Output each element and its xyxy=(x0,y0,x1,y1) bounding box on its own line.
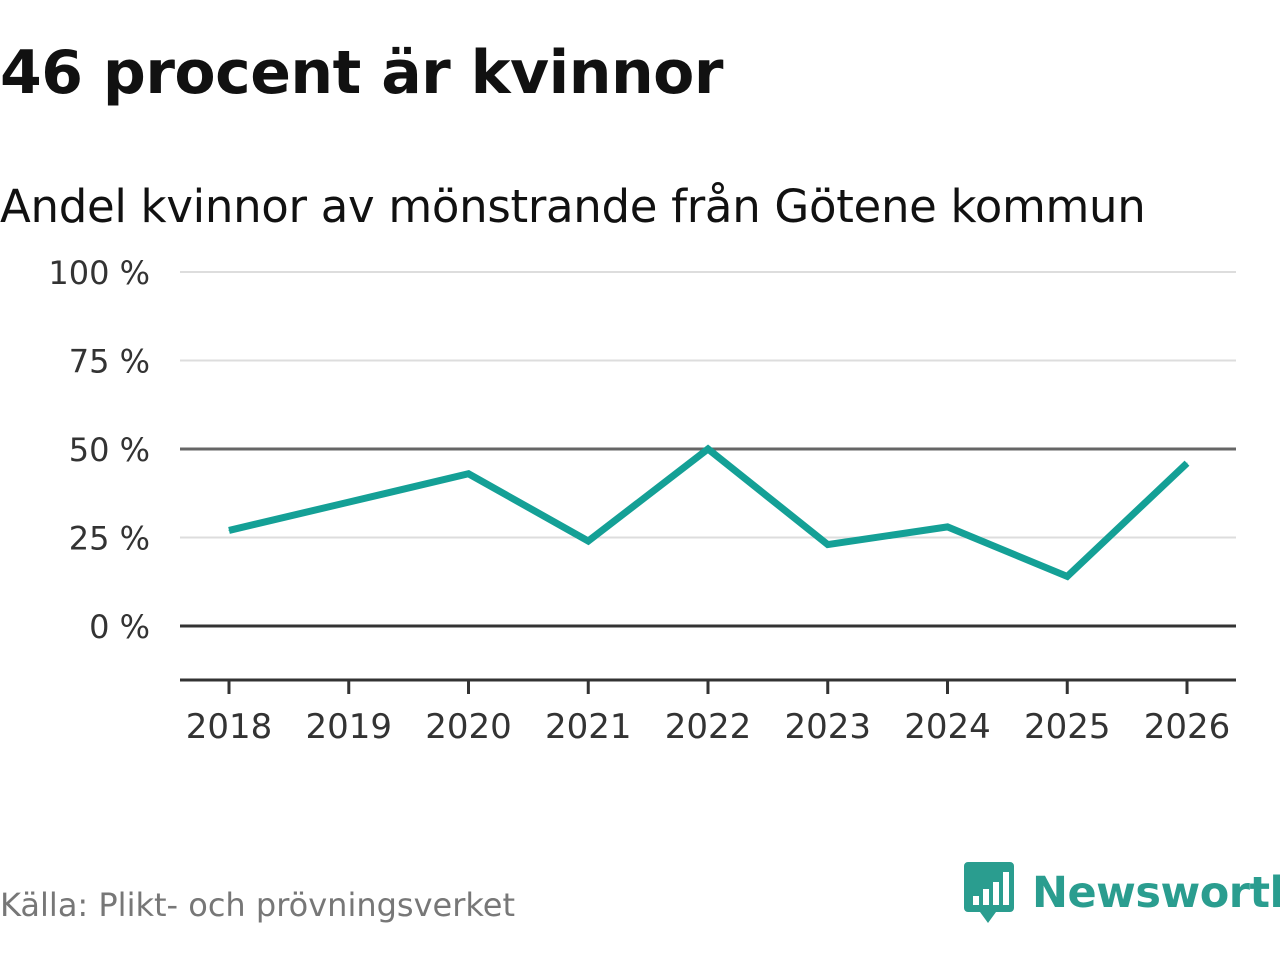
x-tick-label-2019: 2019 xyxy=(305,707,392,747)
x-tick-label-2018: 2018 xyxy=(186,707,273,747)
y-tick-label-0: 0 % xyxy=(89,608,150,646)
y-tick-label-50: 50 % xyxy=(69,431,150,469)
x-tick-label-2022: 2022 xyxy=(665,707,752,747)
y-axis-ticks: 100 % 75 % 50 % 25 % 0 % xyxy=(48,254,150,646)
data-point-2025 xyxy=(1066,575,1068,577)
series xyxy=(228,444,1190,581)
x-tick-label-2021: 2021 xyxy=(545,707,632,747)
chart-subtitle: Andel kvinnor av mönstrande från Götene … xyxy=(0,180,1146,233)
data-point-2018 xyxy=(228,529,230,531)
data-point-2020 xyxy=(468,473,469,475)
chart-title: 46 procent är kvinnor xyxy=(0,38,723,108)
y-tick-label-75: 75 % xyxy=(69,343,150,381)
source-note: Källa: Plikt- och prövningsverket xyxy=(0,886,515,924)
newsworthy-logo-icon xyxy=(964,862,1014,923)
y-tick-label-100: 100 % xyxy=(48,254,150,292)
data-point-2023 xyxy=(827,544,829,546)
x-tick-label-2024: 2024 xyxy=(904,707,991,747)
brand-logo[interactable]: Newsworthy xyxy=(964,862,1280,924)
data-point-2024 xyxy=(947,526,948,528)
x-axis-ticks: 2018 2019 2020 2021 2022 2023 2024 2025 2026 xyxy=(186,680,1231,747)
x-tick-label-2020: 2020 xyxy=(425,707,512,747)
y-tick-label-25: 25 % xyxy=(69,520,150,558)
series-line-0 xyxy=(228,444,1190,581)
x-tick-label-2023: 2023 xyxy=(784,707,871,747)
data-point-2021 xyxy=(587,540,589,542)
data-point-2026 xyxy=(1186,462,1188,464)
brand-name: Newsworthy xyxy=(1032,868,1280,918)
x-tick-label-2026: 2026 xyxy=(1144,707,1231,747)
data-point-2022 xyxy=(707,448,709,450)
x-tick-label-2025: 2025 xyxy=(1024,707,1111,747)
data-point-2019 xyxy=(348,501,350,503)
